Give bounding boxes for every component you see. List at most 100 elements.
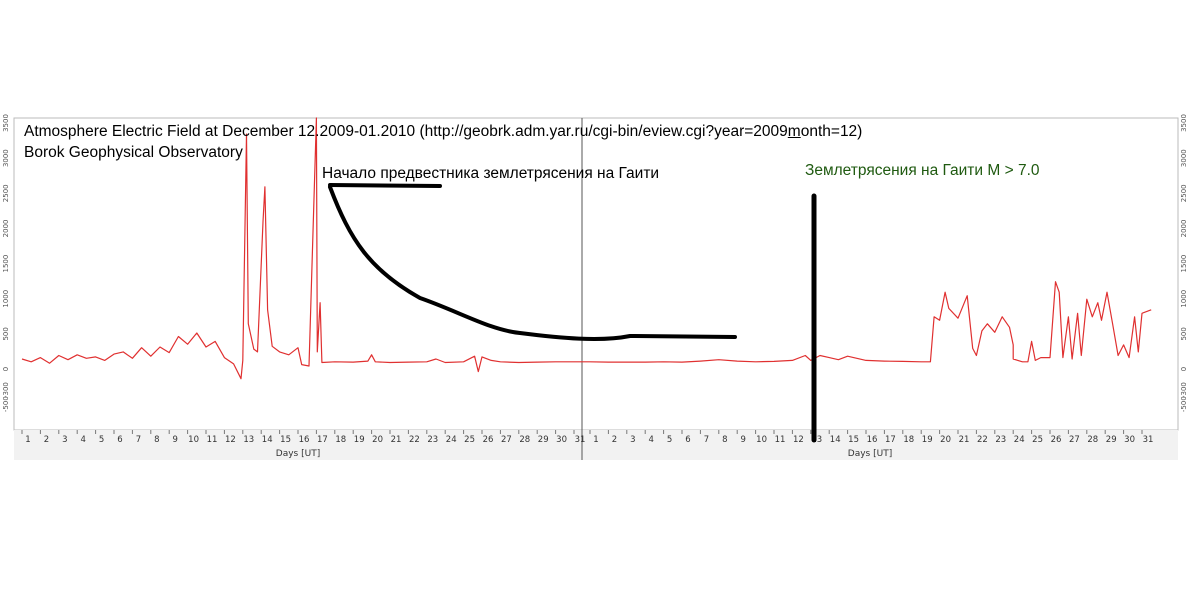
x-tick-label: 5 bbox=[99, 435, 104, 445]
x-tick-label: 14 bbox=[262, 435, 273, 445]
x-tick-label: 15 bbox=[280, 435, 291, 445]
y-tick-label: 2000 bbox=[1180, 220, 1188, 238]
x-tick-label: 22 bbox=[977, 435, 988, 445]
x-tick-label: 10 bbox=[756, 435, 767, 445]
x-tick-label: 23 bbox=[995, 435, 1006, 445]
x-tick-label: 12 bbox=[225, 435, 236, 445]
y-tick-label: -500 bbox=[1180, 396, 1188, 412]
series-line bbox=[21, 117, 1152, 380]
title-prefix: Atmosphere Electric Field at December 12… bbox=[24, 123, 788, 140]
x-tick-label: 10 bbox=[188, 435, 199, 445]
y-tick-label: 0 bbox=[1180, 367, 1188, 371]
y-tick-label: -500 bbox=[2, 396, 10, 412]
x-tick-label: 27 bbox=[501, 435, 512, 445]
plot-area bbox=[13, 117, 1179, 431]
x-tick-label: 20 bbox=[940, 435, 951, 445]
x-tick-label: 3 bbox=[62, 435, 67, 445]
x-tick-label: 2 bbox=[44, 435, 49, 445]
x-tick-label: 21 bbox=[391, 435, 402, 445]
y-tick-label: -300 bbox=[2, 382, 10, 398]
x-tick-label: 5 bbox=[667, 435, 672, 445]
y-tick-label: 0 bbox=[2, 367, 10, 371]
x-tick-label: 18 bbox=[903, 435, 914, 445]
y-tick-label: 2500 bbox=[2, 184, 10, 202]
x-axis-label-left: Days [UT] bbox=[276, 449, 320, 459]
title-underlined: m bbox=[787, 123, 801, 140]
x-tick-label: 13 bbox=[243, 435, 254, 445]
x-tick-label: 29 bbox=[1106, 435, 1117, 445]
y-tick-label: 1500 bbox=[1180, 255, 1188, 273]
x-tick-label: 25 bbox=[1032, 435, 1043, 445]
x-tick-label: 22 bbox=[409, 435, 420, 445]
y-tick-label: 1000 bbox=[1180, 290, 1188, 308]
y-tick-label: 3500 bbox=[2, 114, 10, 132]
x-tick-label: 26 bbox=[1051, 435, 1062, 445]
x-tick-label: 23 bbox=[427, 435, 438, 445]
x-tick-label: 31 bbox=[575, 435, 586, 445]
chart-title: Atmosphere Electric Field at December 12… bbox=[24, 123, 862, 141]
x-tick-label: 17 bbox=[317, 435, 328, 445]
x-tick-label: 25 bbox=[464, 435, 475, 445]
x-tick-label: 30 bbox=[1124, 435, 1135, 445]
x-tick-label: 8 bbox=[722, 435, 727, 445]
title-suffix: onth=12) bbox=[800, 123, 863, 140]
x-tick-label: 7 bbox=[136, 435, 141, 445]
x-tick-label: 19 bbox=[922, 435, 933, 445]
x-tick-label: 24 bbox=[1014, 435, 1025, 445]
x-tick-label: 6 bbox=[685, 435, 690, 445]
y-tick-label: 1000 bbox=[2, 290, 10, 308]
precursor-curve-stroke bbox=[328, 185, 737, 342]
x-tick-label: 29 bbox=[538, 435, 549, 445]
x-tick-label: 1 bbox=[593, 435, 598, 445]
y-tick-label: 500 bbox=[1180, 327, 1188, 340]
x-tick-label: 24 bbox=[446, 435, 457, 445]
x-tick-label: 4 bbox=[648, 435, 653, 445]
x-tick-label: 12 bbox=[793, 435, 804, 445]
x-tick-label: 11 bbox=[207, 435, 218, 445]
x-tick-label: 28 bbox=[1087, 435, 1098, 445]
x-tick-label: 2 bbox=[612, 435, 617, 445]
y-tick-label: 1500 bbox=[2, 255, 10, 273]
y-tick-label: 3000 bbox=[1180, 149, 1188, 167]
x-tick-label: 16 bbox=[299, 435, 310, 445]
y-tick-label: 3000 bbox=[2, 149, 10, 167]
x-tick-label: 21 bbox=[959, 435, 970, 445]
x-tick-label: 9 bbox=[740, 435, 745, 445]
earthquake-annotation: Землетрясения на Гаити M > 7.0 bbox=[805, 162, 1040, 179]
x-tick-label: 14 bbox=[830, 435, 841, 445]
y-tick-label: 500 bbox=[2, 327, 10, 340]
x-tick-label: 27 bbox=[1069, 435, 1080, 445]
x-tick-label: 20 bbox=[372, 435, 383, 445]
x-tick-label: 31 bbox=[1143, 435, 1154, 445]
x-axis-label-right: Days [UT] bbox=[848, 449, 892, 459]
x-tick-label: 6 bbox=[117, 435, 122, 445]
x-tick-label: 17 bbox=[885, 435, 896, 445]
x-tick-label: 8 bbox=[154, 435, 159, 445]
x-tick-label: 4 bbox=[80, 435, 85, 445]
x-tick-label: 15 bbox=[848, 435, 859, 445]
precursor-annotation: Начало предвестника землетрясения на Гаи… bbox=[322, 165, 660, 182]
x-tick-label: 26 bbox=[483, 435, 494, 445]
y-tick-label: -300 bbox=[1180, 382, 1188, 398]
precursor-underline-stroke bbox=[328, 183, 442, 188]
x-tick-label: 9 bbox=[172, 435, 177, 445]
x-tick-label: 1 bbox=[25, 435, 30, 445]
x-tick-label: 30 bbox=[556, 435, 567, 445]
x-axis-band bbox=[14, 430, 1178, 460]
x-tick-label: 18 bbox=[335, 435, 346, 445]
x-tick-label: 13 bbox=[811, 435, 822, 445]
y-tick-label: 2000 bbox=[2, 220, 10, 238]
x-tick-label: 16 bbox=[867, 435, 878, 445]
x-tick-label: 19 bbox=[354, 435, 365, 445]
y-tick-label: 2500 bbox=[1180, 184, 1188, 202]
x-tick-label: 3 bbox=[630, 435, 635, 445]
x-tick-label: 7 bbox=[704, 435, 709, 445]
chart-subtitle: Borok Geophysical Observatory bbox=[24, 144, 243, 161]
y-tick-label: 3500 bbox=[1180, 114, 1188, 132]
hand-drawn-annotations bbox=[328, 183, 817, 443]
x-axis: 1 2 3 4 5 6 7 8 9 10 11 12 13 14 15 16 17 18 19 20 21 22 23 24 2… bbox=[21, 430, 1154, 445]
x-tick-label: 28 bbox=[519, 435, 530, 445]
x-tick-label: 11 bbox=[775, 435, 786, 445]
